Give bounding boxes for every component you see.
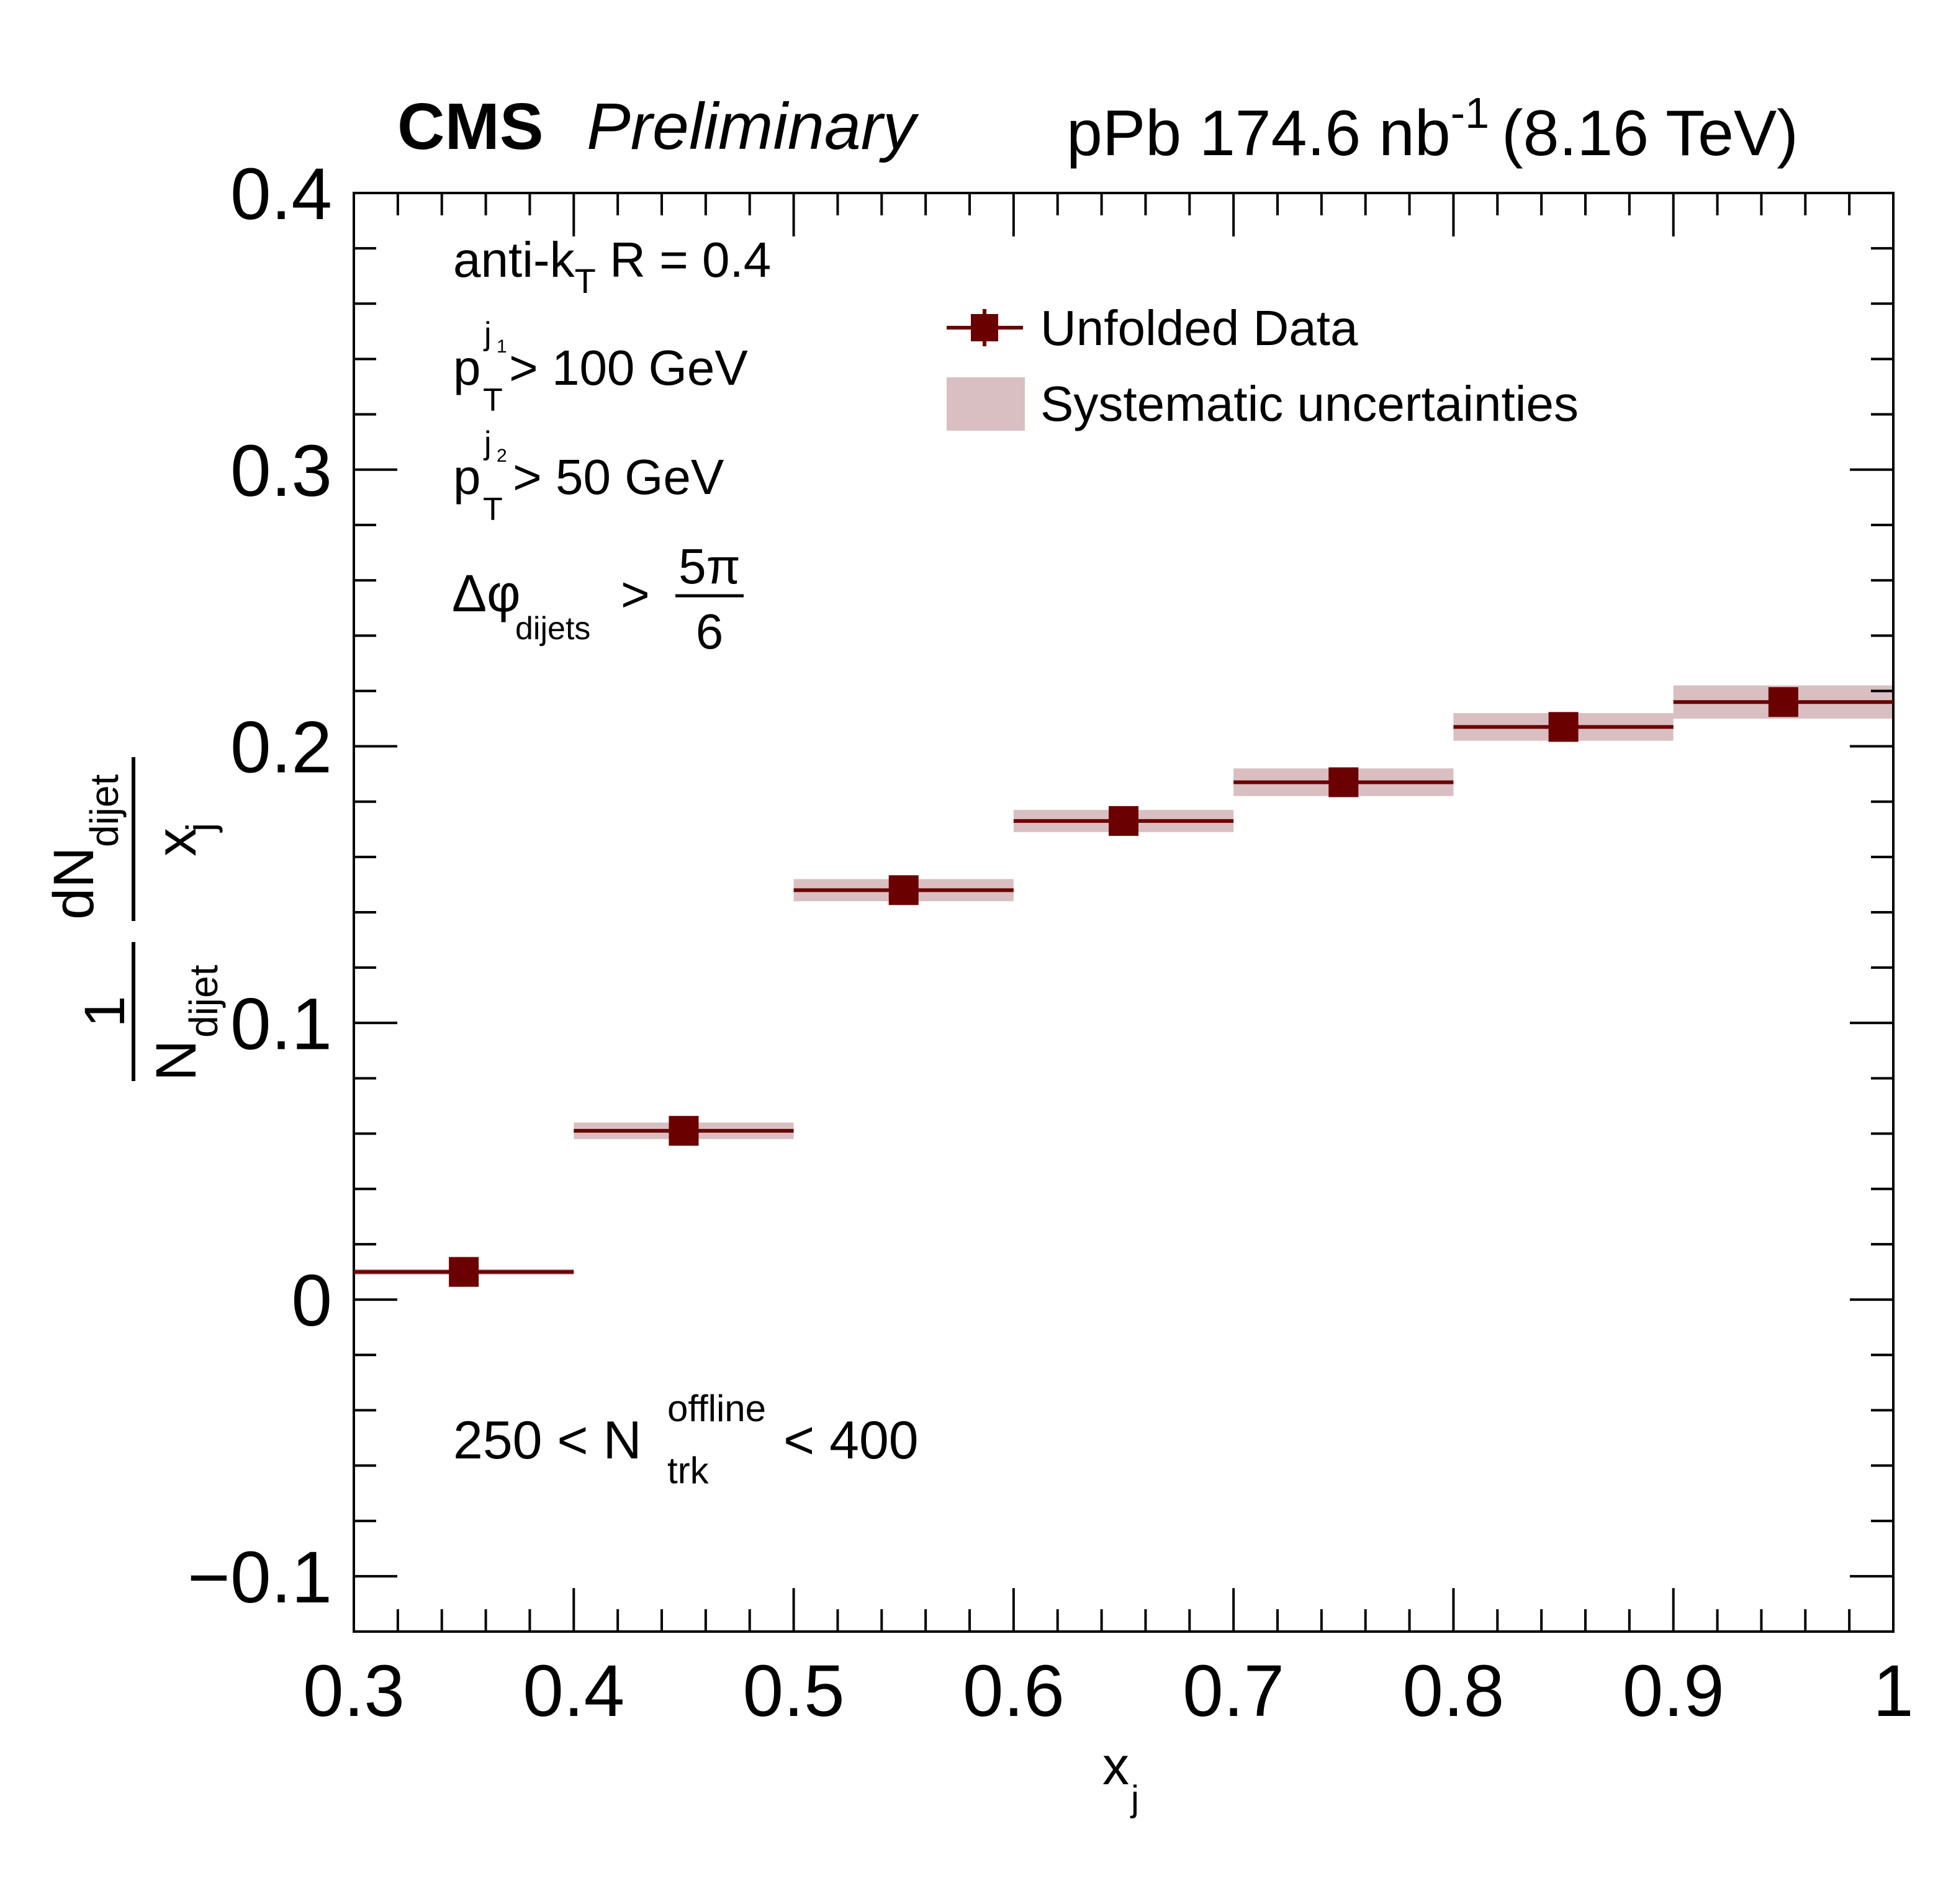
legend: Unfolded Data Systematic uncertainties: [947, 300, 1579, 431]
data-points: [354, 687, 1893, 1287]
lumi-prefix: pPb 174.6 nb: [1066, 97, 1451, 169]
svg-text:x: x: [1102, 1736, 1129, 1796]
svg-text:p: p: [453, 340, 481, 395]
svg-text:Δφ: Δφ: [452, 564, 521, 622]
y-tick-label: 0.3: [230, 430, 332, 512]
data-point: [1328, 767, 1359, 797]
svg-text:j: j: [483, 316, 492, 352]
svg-text:2: 2: [497, 446, 507, 466]
legend-data-label: Unfolded Data: [1040, 300, 1358, 356]
svg-text:dijets: dijets: [515, 611, 590, 647]
svg-text:> 50 GeV: > 50 GeV: [513, 449, 724, 505]
svg-text:p: p: [453, 449, 481, 505]
data-point: [449, 1257, 479, 1287]
lumi-label: pPb 174.6 nb-1 (8.16 TeV): [1066, 89, 1798, 169]
svg-text:dijet: dijet: [181, 964, 226, 1038]
subleading-jet-pt-cut: p j 2 T > 50 GeV: [453, 425, 724, 528]
data-point: [1548, 712, 1579, 742]
x-tick-label: 0.8: [1402, 1650, 1504, 1732]
svg-text:trk: trk: [667, 1450, 710, 1491]
experiment-label: CMS: [397, 90, 544, 163]
legend-syst-swatch: [947, 377, 1025, 431]
x-axis-title: x j: [1102, 1736, 1139, 1819]
x-tick-label: 0.6: [963, 1650, 1065, 1732]
svg-text:>: >: [621, 567, 650, 622]
multiplicity-range: 250 < N offline trk < 400: [453, 1388, 919, 1491]
lumi-exponent: -1: [1451, 89, 1489, 137]
svg-text:x: x: [145, 828, 208, 856]
svg-text:T: T: [483, 492, 503, 528]
x-axis-ticks: 0.3 0.4 0.5 0.6 0.7 0.8 0.9 1: [303, 193, 1914, 1732]
svg-text:6: 6: [696, 604, 724, 659]
svg-text:dN: dN: [42, 846, 106, 920]
svg-text:offline: offline: [667, 1388, 766, 1429]
svg-text:> 100 GeV: > 100 GeV: [509, 340, 748, 395]
svg-text:1: 1: [73, 995, 137, 1027]
svg-text:dijet: dijet: [82, 774, 127, 847]
svg-text:1: 1: [497, 336, 507, 357]
svg-text:T: T: [483, 382, 503, 418]
y-tick-label: 0: [291, 1260, 332, 1342]
x-tick-label: 0.7: [1183, 1650, 1284, 1732]
y-tick-label: 0.1: [230, 983, 332, 1065]
legend-data-marker: [971, 314, 998, 341]
data-point: [1109, 806, 1138, 836]
status-label: Preliminary: [587, 90, 919, 163]
svg-text:5π: 5π: [678, 539, 741, 594]
svg-text:N: N: [145, 1040, 208, 1081]
energy-label: (8.16 TeV): [1502, 97, 1798, 169]
x-tick-label: 0.3: [303, 1650, 405, 1732]
leading-jet-pt-cut: p j 1 T > 100 GeV: [453, 316, 748, 418]
svg-text:250 < N: 250 < N: [453, 1411, 642, 1470]
y-tick-label: −0.1: [187, 1537, 332, 1619]
svg-text:< 400: < 400: [783, 1411, 919, 1470]
systematic-bands: [354, 685, 1893, 1275]
y-tick-label: 0.2: [230, 707, 332, 789]
y-tick-label: 0.4: [230, 153, 332, 235]
x-tick-label: 0.5: [743, 1650, 845, 1732]
algorithm-label: anti-kT R = 0.4: [453, 232, 771, 300]
y-axis-ticks: −0.1 0 0.1 0.2 0.3 0.4: [187, 153, 1893, 1633]
legend-syst-label: Systematic uncertainties: [1040, 376, 1579, 431]
delta-phi-cut: Δφ dijets > 5π 6: [452, 539, 744, 659]
x-tick-label: 0.4: [523, 1650, 624, 1732]
y-axis-title: 1 N dijet dN dijet x j: [42, 757, 226, 1081]
svg-text:j: j: [178, 823, 223, 833]
data-point: [888, 875, 919, 905]
data-point: [669, 1116, 699, 1146]
svg-text:j: j: [1130, 1779, 1139, 1819]
svg-text:j: j: [483, 425, 492, 461]
x-tick-label: 0.9: [1623, 1650, 1724, 1732]
x-tick-label: 1: [1873, 1650, 1914, 1732]
data-point: [1768, 687, 1798, 717]
